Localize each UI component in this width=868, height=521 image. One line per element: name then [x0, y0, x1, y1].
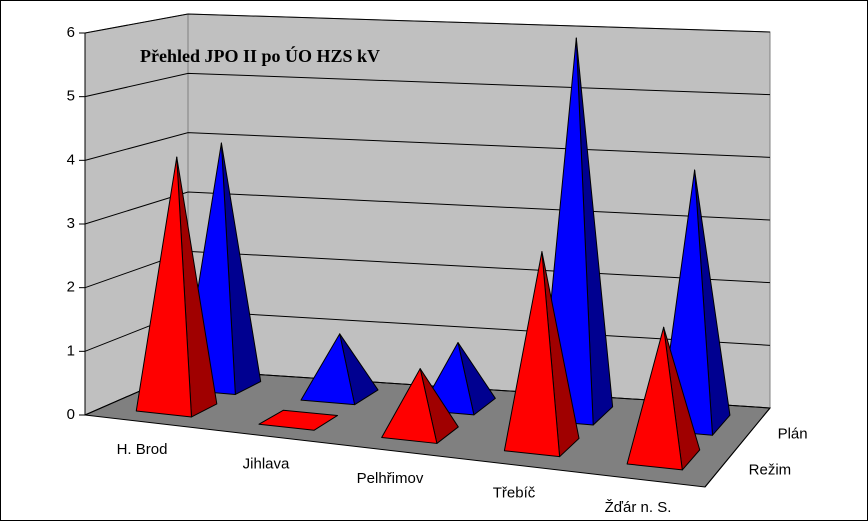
chart-title: Přehled JPO II po ÚO HZS kV: [140, 45, 380, 66]
pyramid: [258, 409, 339, 431]
y-tick-label: 0: [67, 406, 75, 423]
x-tick-label: Jihlava: [243, 456, 290, 473]
depth-label: Režim: [749, 462, 792, 479]
pyramid-front: [626, 326, 683, 471]
y-tick-label: 6: [67, 24, 75, 41]
depth-axis: [704, 407, 771, 488]
y-tick-label: 4: [67, 151, 75, 168]
pyramid: [626, 326, 701, 471]
pyramid: [381, 368, 459, 444]
pyramid-front: [135, 156, 192, 418]
pyramid: [503, 251, 580, 458]
marks: [135, 37, 731, 471]
pyramid: [300, 333, 379, 406]
x-tick-label: H. Brod: [117, 441, 168, 458]
labels: 0 1 2 3 4 5 6 Režim Plán H. Brod Jihlava Pelhřimov T…: [67, 24, 808, 516]
pyramid-front: [300, 333, 356, 406]
y-tick-label: 1: [67, 342, 75, 359]
pyramid-front: [503, 251, 561, 458]
pyramid-base: [258, 409, 339, 431]
x-tick-label: Žďár n. S.: [605, 499, 672, 516]
x-tick-label: Pelhřimov: [357, 470, 424, 487]
y-tick-label: 3: [67, 215, 75, 232]
y-tick-label: 5: [67, 88, 75, 105]
grid-line: [84, 13, 771, 34]
pyramid: [135, 156, 218, 418]
x-tick-label: Třebíč: [493, 484, 536, 501]
y-tick-label: 2: [67, 279, 75, 296]
depth-label: Plán: [778, 426, 808, 443]
pyramid-front: [381, 368, 438, 444]
